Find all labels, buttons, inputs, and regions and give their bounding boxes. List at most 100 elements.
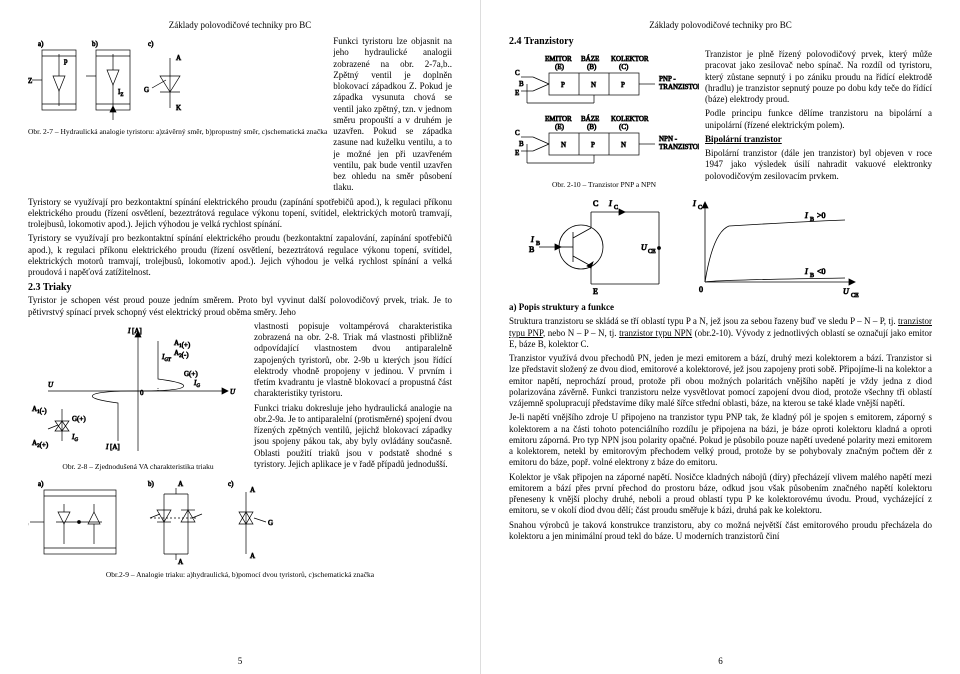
svg-text:NPN -: NPN -: [659, 135, 678, 143]
fig-2-9: a) Z b): [28, 474, 452, 579]
svg-text:(E): (E): [555, 63, 565, 71]
svg-text:B: B: [529, 245, 534, 254]
triaky-title: 2.3 Triaky: [28, 282, 452, 293]
fig-2-7: a) Z p b) IZ c): [28, 36, 327, 197]
svg-text:>0: >0: [817, 211, 826, 220]
svg-text:U: U: [641, 243, 648, 252]
svg-text:G: G: [144, 86, 149, 94]
svg-text:IG: IG: [71, 433, 78, 443]
svg-text:(B): (B): [587, 123, 597, 131]
svg-text:b): b): [92, 40, 99, 48]
svg-text:TRANZISTOR: TRANZISTOR: [659, 83, 699, 91]
svg-text:BÁZE: BÁZE: [581, 115, 599, 123]
svg-text:P: P: [591, 141, 595, 149]
svg-text:PNP -: PNP -: [659, 75, 676, 83]
page-num-6: 6: [481, 656, 960, 666]
svg-text:G(+): G(+): [184, 370, 198, 378]
sec-a-title: a) Popis struktury a funkce: [509, 302, 614, 312]
svg-text:E: E: [593, 287, 598, 296]
svg-text:a): a): [38, 40, 44, 48]
svg-text:p: p: [64, 57, 68, 65]
svg-text:TRANZISTOR: TRANZISTOR: [659, 143, 699, 151]
para-use2: Tyristory se využívají pro bezkontaktní …: [28, 233, 452, 278]
svg-text:E: E: [515, 89, 519, 97]
svg-text:G: G: [268, 519, 273, 527]
svg-text:I: I: [608, 199, 612, 208]
svg-text:IG: IG: [193, 379, 200, 389]
svg-text:0: 0: [699, 285, 703, 294]
fig28-caption: Obr. 2-8 – Zjednodušená VA charakteristi…: [28, 462, 248, 471]
svg-text:0: 0: [140, 389, 144, 397]
svg-text:N: N: [591, 81, 596, 89]
svg-text:EMITOR: EMITOR: [545, 115, 572, 123]
svg-text:B: B: [536, 241, 540, 247]
svg-text:I: I: [692, 199, 696, 208]
svg-text:A: A: [250, 552, 255, 560]
sec-a-p2: Tranzistor využívá dvou přechodů PN, jed…: [509, 353, 932, 409]
svg-text:A: A: [250, 486, 255, 494]
tr-intro2: Podle principu funkce dělíme tranzistoru…: [705, 108, 932, 131]
sec-a-p4: Kolektor je však připojen na záporné nap…: [509, 472, 932, 517]
svg-text:CE: CE: [648, 249, 656, 255]
fig27-caption: Obr. 2-7 – Hydraulická analogie tyristor…: [28, 127, 327, 136]
svg-text:KOLEKTOR: KOLEKTOR: [611, 115, 649, 123]
para-fn-thyristor: Funkci tyristoru lze objasnit na jeho hy…: [333, 36, 452, 194]
svg-text:A2(-): A2(-): [174, 349, 189, 359]
svg-text:U: U: [843, 287, 850, 296]
svg-text:A2(+): A2(+): [32, 439, 49, 449]
svg-text:P: P: [561, 81, 565, 89]
svg-text:(C): (C): [619, 63, 629, 71]
fig29-caption: Obr.2-9 – Analogie triaku: a)hydraulická…: [28, 570, 452, 579]
svg-text:U: U: [230, 388, 236, 396]
header-left: Základy polovodičové techniky pro BC: [28, 20, 452, 30]
triaky-intro: Tyristor je schopen vést proud pouze jed…: [28, 295, 452, 318]
svg-text:K: K: [176, 104, 181, 112]
svg-text:I: I: [105, 443, 109, 451]
svg-text:EMITOR: EMITOR: [545, 55, 572, 63]
fig-transistor-circuit: IB B IC C E UCE: [509, 192, 679, 302]
svg-text:N: N: [621, 141, 626, 149]
header-right: Základy polovodičové techniky pro BC: [509, 20, 932, 30]
svg-text:C: C: [515, 129, 520, 137]
svg-text:CE: CE: [851, 293, 859, 299]
svg-text:Z: Z: [28, 77, 32, 85]
svg-text:U: U: [48, 381, 54, 389]
page-5: Základy polovodičové techniky pro BC a) …: [0, 0, 480, 674]
svg-text:G(+): G(+): [72, 415, 86, 423]
svg-text:a): a): [38, 480, 44, 488]
triaky-side2: Funkci triaku dokresluje jeho hydraulick…: [254, 403, 452, 471]
svg-text:c): c): [228, 480, 234, 488]
svg-text:C: C: [614, 205, 618, 211]
page-6: Základy polovodičové techniky pro BC 2.4…: [480, 0, 960, 674]
bip-p1: Bipolární tranzistor (dále jen tranzisto…: [705, 148, 932, 182]
svg-text:B: B: [810, 217, 814, 223]
sec-a-p3: Je-li napětí vnějšího zdroje U připojeno…: [509, 412, 932, 468]
svg-text:P: P: [621, 81, 625, 89]
fig-ic-uce-chart: IC UCE 0 IB>0 IB<0: [685, 192, 865, 302]
svg-text:(B): (B): [587, 63, 597, 71]
tr-intro1: Tranzistor je plně řízený polovodičový p…: [705, 49, 932, 105]
svg-text:A: A: [178, 480, 183, 488]
sec-a-p1: Struktura tranzistoru se skládá se tří o…: [509, 316, 932, 350]
para-use1: Tyristory se využívají pro bezkontaktní …: [28, 197, 452, 231]
fig-2-10: EMITORBÁZEKOLEKTOR (E)(B)(C) PNP CE B PN…: [509, 49, 699, 192]
page-num-5: 5: [0, 656, 480, 666]
svg-text:C: C: [515, 69, 520, 77]
fig210-caption: Obr. 2-10 – Tranzistor PNP a NPN: [509, 180, 699, 189]
svg-text:I: I: [530, 235, 534, 244]
svg-text:B: B: [810, 273, 814, 279]
svg-text:A1(-): A1(-): [32, 405, 47, 415]
fig-2-8: U I[A] 0 G(+) IG IGT A1(+) A2(-) U I[A]: [28, 321, 248, 474]
svg-text:B: B: [519, 140, 524, 148]
bip-title: Bipolární tranzistor: [705, 134, 782, 144]
svg-text:IGT: IGT: [161, 353, 172, 363]
svg-text:E: E: [515, 149, 519, 157]
svg-text:I: I: [804, 267, 808, 276]
svg-text:B: B: [519, 80, 524, 88]
svg-text:C: C: [593, 199, 598, 208]
svg-text:<0: <0: [817, 267, 826, 276]
svg-text:[A]: [A]: [132, 327, 142, 335]
svg-text:KOLEKTOR: KOLEKTOR: [611, 55, 649, 63]
svg-text:A: A: [178, 558, 183, 566]
svg-text:I: I: [804, 211, 808, 220]
